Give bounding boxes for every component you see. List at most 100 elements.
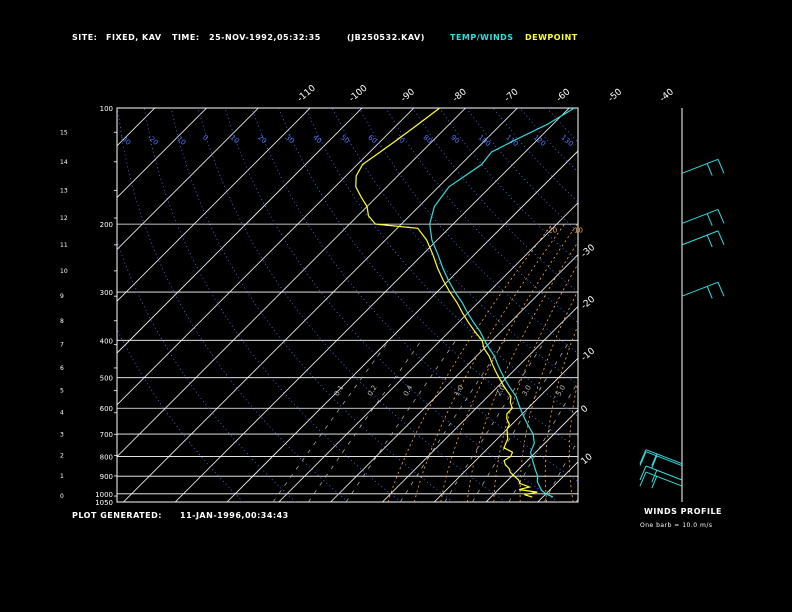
- wind-barb-flag: [706, 163, 713, 176]
- dry-adiabat-label: 70: [394, 133, 406, 145]
- wind-barb-flag: [639, 471, 647, 487]
- height-label: 5: [60, 388, 64, 395]
- isotherm-line: [537, 461, 578, 502]
- wind-barb-flag: [717, 209, 725, 224]
- dry-adiabat-label: -30: [118, 133, 132, 146]
- wind-barb-flag: [717, 159, 725, 174]
- temp-winds-legend: TEMP/WINDS: [450, 33, 514, 42]
- wind-barb-flag: [706, 286, 713, 299]
- pressure-label: 300: [100, 289, 113, 297]
- wind-barb-shaft: [645, 451, 683, 467]
- moist-adiabat-line: [466, 241, 578, 502]
- wind-barb-flag: [651, 476, 658, 489]
- dry-adiabat-label: 40: [311, 133, 323, 145]
- dry-adiabat-label: 30: [284, 133, 296, 145]
- pressure-label: 1000: [95, 491, 113, 499]
- top-isotherm-label: -50: [607, 87, 625, 104]
- isotherm-line: [123, 108, 518, 502]
- pressure-label: 800: [100, 453, 113, 461]
- wind-barb-flag: [717, 281, 725, 297]
- wind-barb-shaft: [681, 281, 719, 297]
- height-label: 14: [60, 159, 68, 166]
- plot-generated-value: 11-JAN-1996,00:34:43: [180, 511, 289, 520]
- dry-adiabat-line: [170, 108, 454, 502]
- pressure-label: 100: [100, 105, 113, 113]
- height-label: 1: [60, 473, 64, 480]
- dry-adiabat-group: [117, 108, 578, 502]
- mixing-ratio-line: [345, 340, 457, 502]
- dewpoint-legend: DEWPOINT: [525, 33, 578, 42]
- pressure-label: 200: [100, 221, 113, 229]
- moist-adiabat-label: -10: [571, 226, 582, 234]
- pressure-label: 900: [100, 473, 113, 481]
- right-isotherm-label: 0: [580, 404, 591, 416]
- dry-adiabat-line: [143, 108, 402, 502]
- mixing-ratio-line: [508, 381, 578, 502]
- isotherm-line: [641, 108, 792, 502]
- dry-adiabat-label: 110: [504, 133, 519, 148]
- isotherm-line: [693, 108, 792, 502]
- mixing-ratio-line: [444, 340, 546, 502]
- isotherm-line: [485, 409, 578, 502]
- height-label: 6: [60, 365, 64, 372]
- dry-adiabat-line: [412, 108, 578, 293]
- wind-barb-shaft: [681, 158, 719, 174]
- dry-adiabat-line: [117, 108, 349, 502]
- height-label: 13: [60, 187, 68, 194]
- dry-adiabat-line: [573, 108, 578, 114]
- wind-barb-flag: [639, 451, 647, 466]
- wind-barb-flag: [651, 453, 658, 467]
- dry-adiabat-line: [278, 108, 578, 449]
- dry-adiabat-line: [331, 108, 578, 386]
- pressure-label: 400: [100, 337, 113, 345]
- right-isotherm-label: -20: [580, 294, 598, 311]
- barb-scale-label: One barb = 10.0 m/s: [640, 522, 713, 529]
- wind-barb-shaft: [645, 465, 683, 481]
- isotherm-line: [117, 108, 466, 458]
- isotherm-line: [174, 108, 570, 502]
- mixing-ratio-group: [272, 340, 578, 502]
- dry-adiabat-line: [304, 108, 578, 417]
- plot-generated-label: PLOT GENERATED:: [72, 511, 162, 520]
- moist-adiabat-line: [592, 224, 652, 502]
- dry-adiabat-line: [492, 108, 578, 203]
- wind-barb-shaft: [681, 230, 719, 246]
- dry-adiabat-label: 130: [559, 133, 574, 148]
- pressure-label: 1050: [95, 499, 113, 507]
- top-isotherm-label: -80: [451, 87, 469, 104]
- top-isotherm-label: -100: [348, 83, 370, 104]
- dry-adiabat-label: 20: [256, 133, 268, 145]
- moist-adiabat-line: [413, 223, 565, 502]
- dry-adiabat-label: 60: [366, 133, 378, 145]
- mixing-ratio-line: [308, 340, 422, 502]
- height-label: 7: [60, 342, 64, 349]
- mixing-ratio-line: [472, 340, 571, 502]
- wind-barb-flag: [706, 234, 713, 248]
- mixing-ratio-label: 5.0: [555, 384, 567, 398]
- wind-barb-shaft: [681, 208, 719, 224]
- dry-adiabat-label: -20: [146, 133, 160, 146]
- height-label: 4: [60, 410, 64, 417]
- wind-barb-flag: [651, 469, 658, 483]
- mixing-ratio-line: [400, 340, 506, 502]
- dry-adiabat-line: [519, 108, 578, 173]
- isotherm-line: [382, 305, 578, 502]
- mixing-ratio-label: 3.0: [521, 384, 533, 398]
- dry-adiabat-line: [197, 108, 507, 502]
- site-value: FIXED, KAV: [106, 33, 162, 42]
- height-label: 2: [60, 452, 64, 459]
- isotherm-line: [745, 108, 792, 502]
- wind-barb-shaft: [645, 471, 683, 487]
- isotherm-line: [330, 254, 578, 502]
- height-label: 11: [60, 242, 68, 249]
- top-isotherm-label: -40: [658, 87, 676, 104]
- height-label: 10: [60, 268, 68, 275]
- isotherm-line: [117, 108, 311, 302]
- right-isotherm-label: -30: [580, 243, 598, 260]
- winds-profile-label: WINDS PROFILE: [644, 507, 723, 516]
- mixing-ratio-line: [272, 340, 390, 502]
- isotherm-line: [278, 202, 578, 502]
- time-label: TIME:: [172, 33, 200, 42]
- moist-adiabat-line: [614, 224, 665, 502]
